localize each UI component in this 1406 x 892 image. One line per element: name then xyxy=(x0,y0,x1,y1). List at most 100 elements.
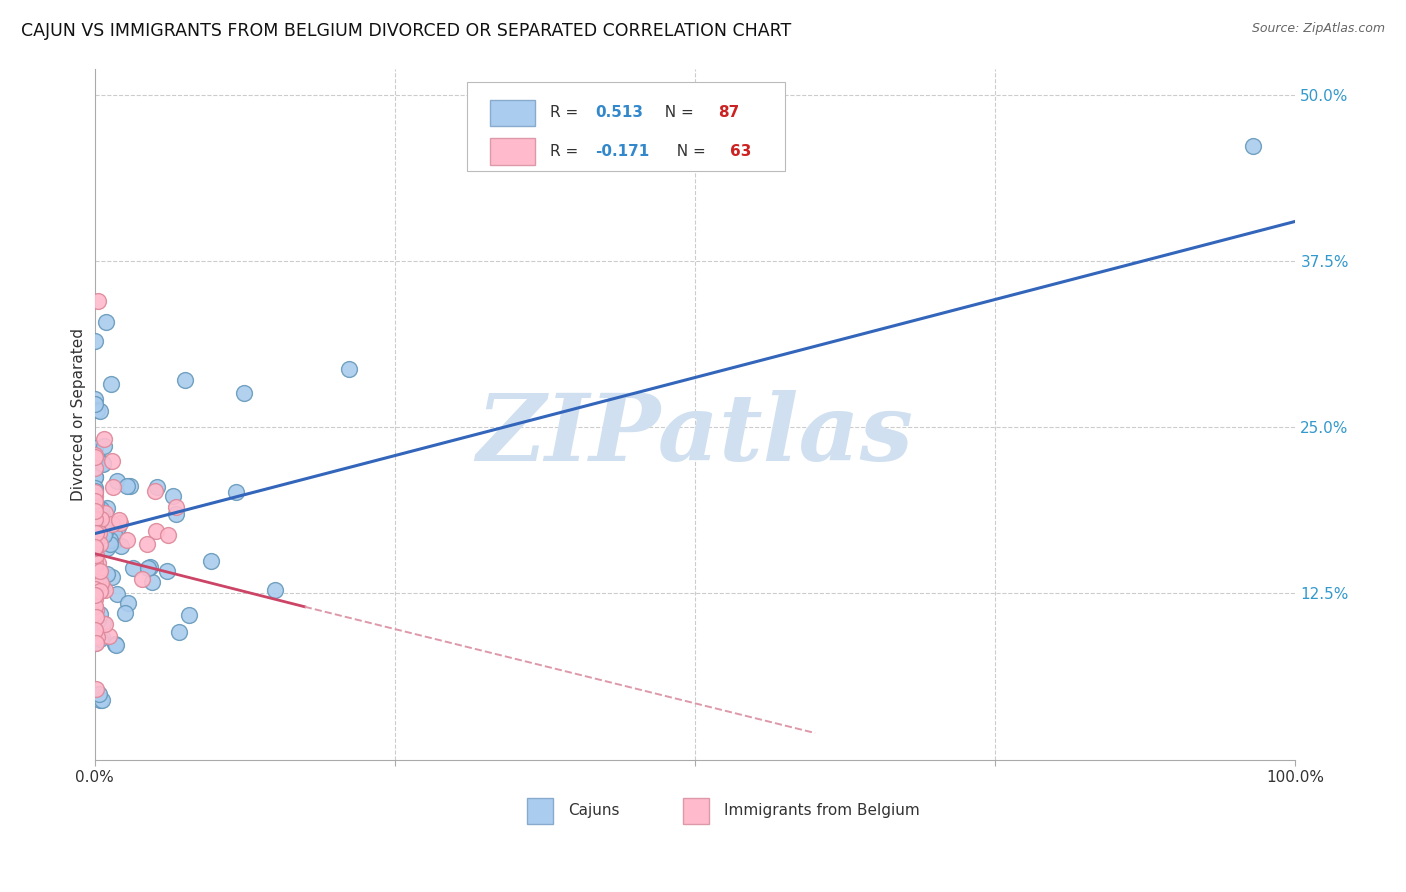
Point xyxy=(84,624,107,638)
Point xyxy=(83,599,105,614)
Point xyxy=(94,315,117,329)
Point xyxy=(225,484,247,499)
Point xyxy=(83,577,105,591)
Point xyxy=(84,499,107,513)
Point xyxy=(91,519,114,533)
Point xyxy=(83,609,105,624)
Point xyxy=(84,636,107,650)
Point xyxy=(83,551,105,566)
Point xyxy=(104,637,127,651)
Text: ZIPatlas: ZIPatlas xyxy=(477,390,914,480)
Point xyxy=(146,479,169,493)
Text: -0.171: -0.171 xyxy=(595,144,650,159)
Point xyxy=(84,603,107,617)
Point xyxy=(84,541,107,556)
Text: R =: R = xyxy=(550,105,583,120)
Point xyxy=(83,536,105,550)
Point xyxy=(83,533,105,547)
Point xyxy=(93,457,115,471)
Point xyxy=(84,517,107,532)
Point xyxy=(200,554,222,568)
Point xyxy=(94,583,117,598)
Point xyxy=(91,692,114,706)
Point xyxy=(110,516,132,530)
Point xyxy=(233,386,256,401)
Point xyxy=(86,526,108,541)
Text: 87: 87 xyxy=(718,105,740,120)
FancyBboxPatch shape xyxy=(527,797,554,824)
Point xyxy=(84,441,107,455)
Point xyxy=(93,439,115,453)
Point xyxy=(87,565,110,579)
Point xyxy=(84,483,107,497)
Point xyxy=(87,613,110,627)
Point xyxy=(84,562,107,576)
Point xyxy=(114,606,136,620)
Point xyxy=(143,483,166,498)
Point xyxy=(339,362,361,376)
Point xyxy=(165,507,187,521)
Point xyxy=(93,432,115,446)
Point xyxy=(84,470,107,484)
Point xyxy=(90,582,112,597)
Point xyxy=(83,554,105,568)
Point xyxy=(100,454,122,468)
Point xyxy=(94,525,117,540)
Point xyxy=(87,294,110,309)
Point xyxy=(83,392,105,407)
Point xyxy=(83,588,105,602)
Point xyxy=(89,537,111,551)
Point xyxy=(96,566,118,581)
Point xyxy=(91,630,114,644)
Point xyxy=(84,610,107,624)
Text: Cajuns: Cajuns xyxy=(568,803,619,818)
Point xyxy=(110,539,132,553)
Point xyxy=(118,479,141,493)
Point xyxy=(173,373,195,387)
Point xyxy=(107,520,129,534)
Point xyxy=(84,567,107,582)
Point xyxy=(93,617,115,632)
Text: 0.513: 0.513 xyxy=(595,105,644,120)
Text: Source: ZipAtlas.com: Source: ZipAtlas.com xyxy=(1251,22,1385,36)
Point xyxy=(84,450,107,465)
Point xyxy=(93,528,115,542)
Point xyxy=(86,533,108,548)
Point xyxy=(83,485,105,500)
Point xyxy=(83,608,105,623)
Point xyxy=(100,377,122,392)
Point xyxy=(101,479,124,493)
FancyBboxPatch shape xyxy=(683,797,710,824)
Point xyxy=(83,636,105,650)
Point xyxy=(165,500,187,514)
Point xyxy=(83,574,105,588)
Point xyxy=(84,541,107,555)
FancyBboxPatch shape xyxy=(489,100,536,126)
Point xyxy=(117,596,139,610)
Point xyxy=(91,456,114,470)
Point xyxy=(98,630,121,644)
Point xyxy=(83,504,105,518)
FancyBboxPatch shape xyxy=(489,138,536,165)
Point xyxy=(87,556,110,570)
Point xyxy=(90,576,112,591)
Point xyxy=(87,526,110,541)
Point xyxy=(84,548,107,562)
Point xyxy=(83,453,105,467)
Point xyxy=(83,460,105,475)
Point xyxy=(84,533,107,548)
Point xyxy=(86,520,108,534)
Point xyxy=(105,638,128,652)
Point xyxy=(98,537,121,551)
Point xyxy=(263,583,285,598)
Point xyxy=(89,570,111,584)
Point xyxy=(86,530,108,544)
Point xyxy=(83,470,105,484)
Point xyxy=(89,584,111,599)
Point xyxy=(90,508,112,523)
Point xyxy=(98,533,121,547)
Point xyxy=(83,504,105,518)
Point xyxy=(103,534,125,549)
Point xyxy=(96,541,118,556)
Point xyxy=(115,533,138,547)
